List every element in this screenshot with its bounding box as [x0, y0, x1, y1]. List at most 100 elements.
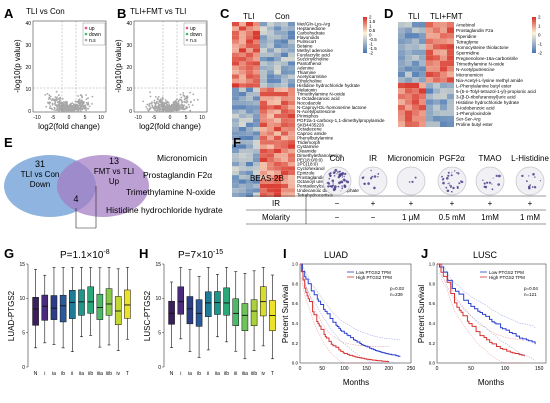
heatmap-cell — [232, 153, 239, 158]
heatmap-cell — [246, 170, 253, 176]
heatmap-cell — [398, 66, 405, 72]
heatmap-cell — [232, 26, 239, 31]
colony-dot — [492, 177, 494, 179]
volcano-point — [177, 103, 179, 106]
panel-a-ytick: 10 — [25, 87, 31, 93]
volcano-point — [159, 109, 161, 112]
heatmap-cell — [260, 175, 267, 180]
volcano-point — [49, 105, 52, 108]
colorbar-tick: -2 — [538, 51, 542, 56]
heatmap-cell — [246, 57, 253, 62]
heatmap-cell — [239, 65, 246, 71]
heatmap-cell — [239, 109, 246, 114]
panel-a-ytick: 20 — [25, 65, 31, 71]
colony-dot — [333, 175, 336, 177]
heatmap-row-label: Flavonoids — [297, 35, 320, 40]
km-high-curve-ci-upper — [301, 265, 389, 347]
heatmap-cell — [232, 135, 239, 141]
heatmap-cell — [267, 170, 274, 176]
heatmap-cell — [260, 57, 267, 62]
volcano-point — [142, 100, 145, 103]
panel-j-curves — [437, 263, 536, 364]
heatmap-cell — [246, 148, 253, 154]
panel-f: F Con IR Micronomicin PGF2α TMAO L-Histidine … — [233, 135, 549, 225]
panel-f-molarity-cell: 1 mM — [520, 213, 540, 222]
heatmap-cell — [433, 38, 440, 45]
heatmap-row-label: Histidine hydrochloride hydrate — [297, 83, 360, 88]
panel-a-xtick: 0 — [68, 115, 71, 121]
colorbar-tick: -1 — [538, 42, 542, 47]
panel-g-boxplot — [32, 267, 131, 352]
colony-dot — [447, 183, 449, 185]
heatmap-cell — [260, 131, 267, 136]
volcano-point — [161, 109, 164, 112]
heatmap-cell — [274, 109, 281, 114]
heatmap-cell — [405, 115, 412, 122]
heatmap-cell — [412, 44, 419, 50]
volcano-point — [55, 90, 58, 93]
heatmap-cell — [232, 43, 239, 49]
heatmap-cell — [433, 110, 440, 116]
volcano-point — [151, 101, 153, 103]
box-body — [32, 297, 39, 326]
heatmap-cell — [260, 87, 267, 92]
heatmap-cell — [253, 92, 260, 97]
heatmap-cell — [274, 153, 281, 158]
heatmap-cell — [447, 110, 454, 116]
heatmap-cell — [426, 55, 433, 61]
heatmap-cell — [433, 22, 440, 28]
volcano-point — [173, 104, 175, 107]
volcano-point — [88, 105, 91, 108]
heatmap-cell — [281, 140, 288, 145]
heatmap-cell — [281, 96, 288, 101]
volcano-point — [47, 98, 50, 100]
heatmap-cell — [253, 83, 260, 88]
volcano-point — [75, 110, 77, 113]
volcano-point — [169, 107, 172, 110]
heatmap-row-label: Met/Gln-Lys-Arg — [297, 22, 331, 27]
colony-dot — [362, 176, 365, 179]
heatmap-cell — [253, 188, 260, 193]
heatmap-cell — [239, 113, 246, 119]
volcano-point — [163, 106, 166, 109]
heatmap-cell — [253, 179, 260, 184]
colony-dot — [371, 175, 374, 178]
volcano-point — [153, 99, 156, 102]
colony-dot — [486, 181, 489, 184]
volcano-point — [160, 100, 163, 103]
heatmap-cell — [232, 109, 239, 114]
heatmap-cell — [412, 88, 419, 94]
heatmap-cell — [246, 109, 253, 114]
panel-f-column-header: Con — [330, 154, 345, 163]
colony-dot — [483, 185, 486, 188]
heatmap-cell — [274, 70, 281, 75]
panel-i-xlabel: Months — [343, 378, 369, 387]
heatmap-cell — [239, 92, 246, 97]
heatmap-cell — [274, 57, 281, 62]
heatmap-cell — [246, 22, 253, 27]
heatmap-cell — [274, 140, 281, 145]
colony-dot — [332, 188, 336, 192]
heatmap-cell — [239, 78, 246, 84]
volcano-point — [48, 94, 51, 97]
heatmap-cell — [232, 175, 239, 180]
heatmap-cell — [433, 77, 440, 83]
heatmap-row-label: Ethylcholine — [297, 79, 322, 84]
heatmap-cell — [274, 118, 281, 123]
colorbar-tick: 0 — [369, 33, 372, 38]
panel-b-legend-down: down — [190, 32, 202, 38]
heatmap-cell — [260, 48, 267, 53]
panel-b-frame — [133, 20, 208, 113]
heatmap-cell — [246, 52, 253, 57]
heatmap-cell — [267, 26, 274, 31]
volcano-point — [174, 109, 177, 111]
heatmap-cell — [433, 121, 440, 127]
heatmap-cell — [239, 122, 246, 127]
volcano-point — [79, 108, 82, 111]
heatmap-cell — [281, 135, 288, 141]
heatmap-cell — [288, 48, 295, 53]
heatmap-cell — [433, 55, 440, 61]
heatmap-cell — [412, 82, 419, 89]
box-body — [124, 289, 131, 319]
volcano-point — [176, 106, 179, 109]
